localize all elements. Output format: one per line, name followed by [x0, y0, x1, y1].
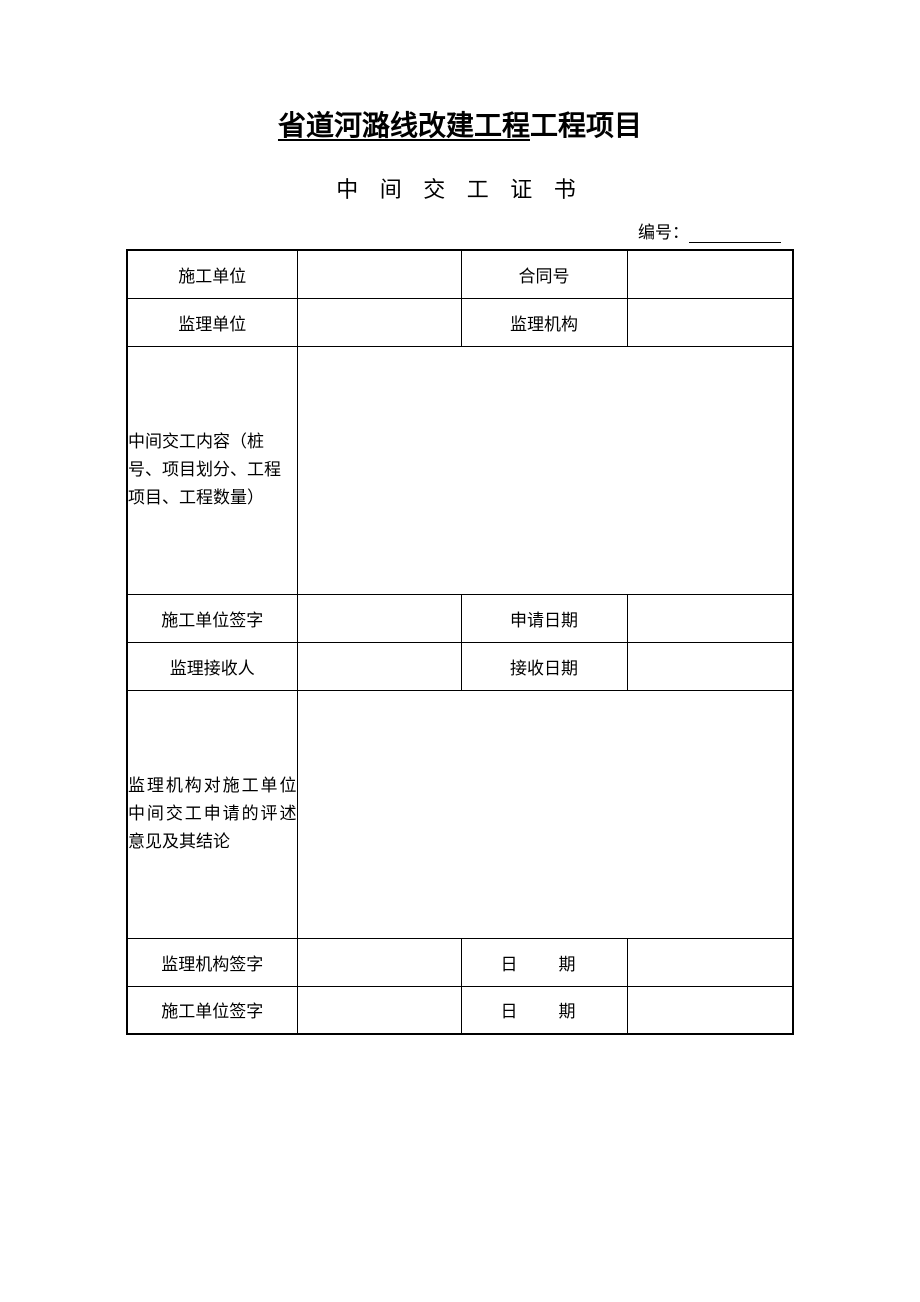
label-construction-sign: 施工单位签字: [127, 594, 297, 642]
label-date-2: 日 期: [461, 986, 627, 1034]
label-construction-unit: 施工单位: [127, 250, 297, 298]
value-construction-sign-2: [297, 986, 461, 1034]
value-contract-no: [627, 250, 793, 298]
handover-form-table: 施工单位 合同号 监理单位 监理机构 中间交工内容（桩号、项目划分、工程项目、工…: [126, 249, 794, 1035]
serial-label: 编号：: [638, 223, 689, 242]
table-row: 施工单位签字 申请日期: [127, 594, 793, 642]
table-row: 施工单位签字 日 期: [127, 986, 793, 1034]
serial-blank: [689, 225, 781, 243]
table-row: 监理机构签字 日 期: [127, 938, 793, 986]
label-date-1: 日 期: [461, 938, 627, 986]
label-receive-date: 接收日期: [461, 642, 627, 690]
label-supervision-sign: 监理机构签字: [127, 938, 297, 986]
title-suffix: 工程项目: [530, 111, 642, 142]
page-subtitle: 中 间 交 工 证 书: [0, 172, 920, 204]
value-date-1: [627, 938, 793, 986]
value-construction-unit: [297, 250, 461, 298]
label-supervision-receiver: 监理接收人: [127, 642, 297, 690]
value-supervision-receiver: [297, 642, 461, 690]
value-supervision-org: [627, 298, 793, 346]
label-supervision-unit: 监理单位: [127, 298, 297, 346]
table-row: 施工单位 合同号: [127, 250, 793, 298]
table-row: 监理单位 监理机构: [127, 298, 793, 346]
label-apply-date: 申请日期: [461, 594, 627, 642]
value-receive-date: [627, 642, 793, 690]
table-row: 监理机构对施工单位中间交工申请的评述意见及其结论: [127, 690, 793, 938]
value-date-2: [627, 986, 793, 1034]
title-underlined: 省道河潞线改建工程: [278, 111, 530, 142]
value-handover-content: [297, 346, 793, 594]
table-row: 监理接收人 接收日期: [127, 642, 793, 690]
label-supervision-org: 监理机构: [461, 298, 627, 346]
value-construction-sign: [297, 594, 461, 642]
serial-number-row: 编号：: [127, 218, 793, 243]
value-supervision-opinion: [297, 690, 793, 938]
table-row: 中间交工内容（桩号、项目划分、工程项目、工程数量）: [127, 346, 793, 594]
page-title: 省道河潞线改建工程工程项目: [0, 104, 920, 144]
value-supervision-unit: [297, 298, 461, 346]
label-handover-content: 中间交工内容（桩号、项目划分、工程项目、工程数量）: [127, 346, 297, 594]
value-apply-date: [627, 594, 793, 642]
value-supervision-sign: [297, 938, 461, 986]
label-supervision-opinion: 监理机构对施工单位中间交工申请的评述意见及其结论: [127, 690, 297, 938]
label-construction-sign-2: 施工单位签字: [127, 986, 297, 1034]
label-contract-no: 合同号: [461, 250, 627, 298]
